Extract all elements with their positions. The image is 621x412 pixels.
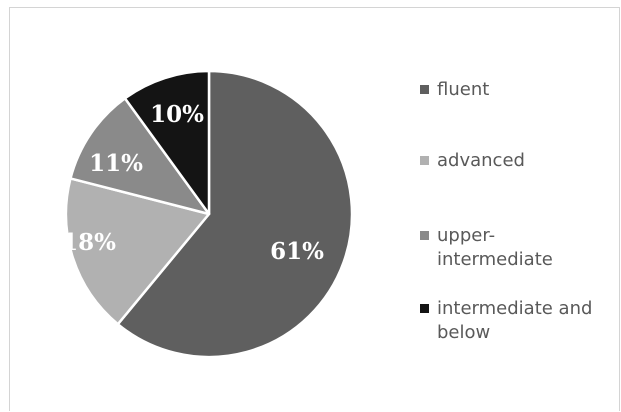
legend-item-advanced: advanced	[420, 149, 615, 173]
legend-label-upper-intermediate: upper- intermediate	[437, 225, 553, 270]
legend-label-advanced: advanced	[437, 150, 525, 171]
legend-swatch-intermediate-and-below	[420, 304, 429, 313]
pie-slice-intermediate-and-below	[123, 69, 211, 216]
data-label-intermediate-and-below: 10%	[150, 101, 204, 128]
legend-item-upper-intermediate: upper- intermediate	[420, 224, 615, 272]
legend-swatch-advanced	[420, 156, 429, 165]
legend-label-fluent: fluent	[437, 79, 490, 100]
data-label-upper-intermediate: 11%	[89, 150, 143, 177]
pie-slice-advanced	[64, 177, 211, 326]
legend-label-intermediate-and-below: intermediate and below	[437, 298, 593, 343]
legend-swatch-upper-intermediate	[420, 231, 429, 240]
legend-item-intermediate-and-below: intermediate and below	[420, 297, 615, 345]
data-label-advanced: 18%	[62, 229, 116, 256]
data-label-fluent: 61%	[270, 238, 324, 265]
pie-slice-upper-intermediate	[69, 97, 211, 216]
legend-swatch-fluent	[420, 85, 429, 94]
legend-item-fluent: fluent	[420, 78, 615, 102]
pie-slice-fluent	[116, 69, 354, 359]
